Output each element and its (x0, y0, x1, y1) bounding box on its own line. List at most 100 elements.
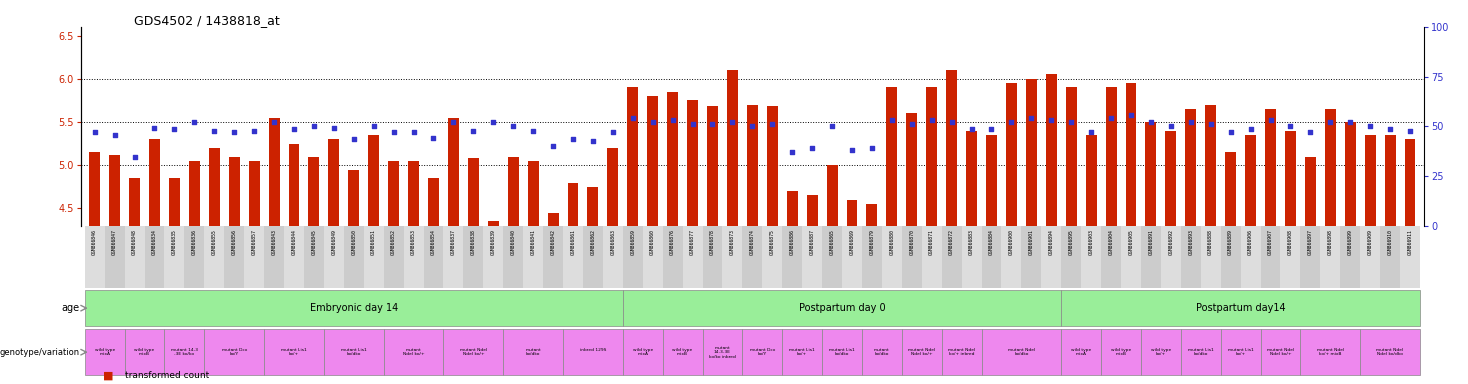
Point (721, 119, 744, 125)
Point (461, 127, 484, 134)
Point (1079, 129, 1102, 136)
Point (1258, 117, 1282, 123)
Bar (383, 329, 443, 375)
Text: GSM866872: GSM866872 (950, 229, 954, 255)
Text: GSM866907: GSM866907 (1268, 229, 1273, 255)
Text: wild type
mixA: wild type mixA (633, 348, 653, 356)
Text: mutant 14-3
-3E ko/ko: mutant 14-3 -3E ko/ko (170, 348, 198, 356)
Bar (104, 226, 125, 288)
Bar (1180, 226, 1201, 288)
Bar (468, 158, 479, 384)
Bar (304, 226, 324, 288)
Point (561, 136, 584, 142)
Text: wild type
mixB: wild type mixB (135, 348, 154, 356)
Bar (448, 118, 459, 384)
Bar (1061, 226, 1080, 288)
Text: GSM866865: GSM866865 (829, 229, 835, 255)
Text: mutant Ndel
ko/+ mixB: mutant Ndel ko/+ mixB (1317, 348, 1343, 356)
Bar (324, 329, 383, 375)
Text: GSM866887: GSM866887 (810, 229, 815, 255)
Point (940, 119, 963, 125)
Bar (204, 226, 225, 288)
Bar (622, 329, 662, 375)
Bar (603, 226, 622, 288)
Point (1119, 112, 1142, 118)
Bar (404, 226, 424, 288)
Bar (1361, 329, 1420, 375)
Point (342, 136, 366, 142)
Point (482, 119, 505, 125)
Bar (1240, 226, 1261, 288)
Bar (229, 157, 239, 384)
Point (900, 121, 923, 127)
Bar (1080, 226, 1101, 288)
Bar (483, 226, 504, 288)
Text: GSM866869: GSM866869 (850, 229, 854, 255)
Point (1299, 129, 1323, 136)
Text: GSM866904: GSM866904 (1108, 229, 1114, 255)
Text: GSM866873: GSM866873 (730, 229, 735, 255)
Bar (1145, 122, 1157, 384)
Bar (1305, 157, 1315, 384)
Bar (1221, 226, 1240, 288)
Bar (1066, 88, 1076, 384)
Point (84, 129, 107, 136)
Point (1179, 119, 1202, 125)
Text: GSM866843: GSM866843 (272, 229, 276, 255)
Bar (787, 191, 797, 384)
Bar (129, 178, 139, 384)
Point (421, 134, 445, 141)
Bar (1265, 109, 1276, 384)
Bar (906, 113, 918, 384)
Text: GSM866849: GSM866849 (332, 229, 336, 255)
Point (1199, 121, 1223, 127)
Bar (822, 329, 862, 375)
Bar (1026, 79, 1036, 384)
Bar (1180, 329, 1221, 375)
Bar (1185, 109, 1196, 384)
Bar (941, 226, 962, 288)
Bar (687, 100, 699, 384)
Bar (806, 195, 818, 384)
Bar (225, 226, 244, 288)
Bar (747, 105, 757, 384)
Text: GSM866903: GSM866903 (1089, 229, 1094, 255)
Point (681, 121, 705, 127)
Bar (1205, 105, 1216, 384)
Bar (1284, 131, 1296, 384)
Text: GSM866850: GSM866850 (351, 229, 357, 255)
Bar (1161, 226, 1180, 288)
Point (700, 121, 724, 127)
Text: GSM866840: GSM866840 (511, 229, 515, 255)
Text: GSM866844: GSM866844 (292, 229, 297, 255)
Point (881, 117, 904, 123)
Text: GSM866910: GSM866910 (1387, 229, 1393, 255)
Point (840, 147, 863, 153)
Bar (947, 70, 957, 384)
Bar (866, 204, 878, 384)
Bar (782, 226, 802, 288)
Bar (962, 226, 982, 288)
Text: GSM866883: GSM866883 (969, 229, 975, 255)
Bar (643, 226, 662, 288)
Text: GSM866861: GSM866861 (571, 229, 575, 255)
Bar (564, 226, 583, 288)
Point (363, 123, 386, 129)
Point (781, 149, 804, 155)
Text: mutant Lis1
ko/dko: mutant Lis1 ko/dko (829, 348, 854, 356)
Text: wild type
mixA: wild type mixA (94, 348, 115, 356)
Text: GSM866895: GSM866895 (1069, 229, 1073, 255)
Point (800, 145, 824, 151)
Point (860, 145, 884, 151)
Bar (364, 226, 383, 288)
Point (242, 127, 266, 134)
Text: mutant Ndel
Ndel ko/+: mutant Ndel Ndel ko/+ (459, 348, 487, 356)
Text: GSM866901: GSM866901 (1029, 229, 1033, 255)
Bar (185, 226, 204, 288)
Bar (922, 226, 941, 288)
Bar (388, 161, 399, 384)
Point (402, 129, 426, 136)
Bar (1400, 226, 1420, 288)
Bar (429, 178, 439, 384)
Point (223, 129, 247, 136)
